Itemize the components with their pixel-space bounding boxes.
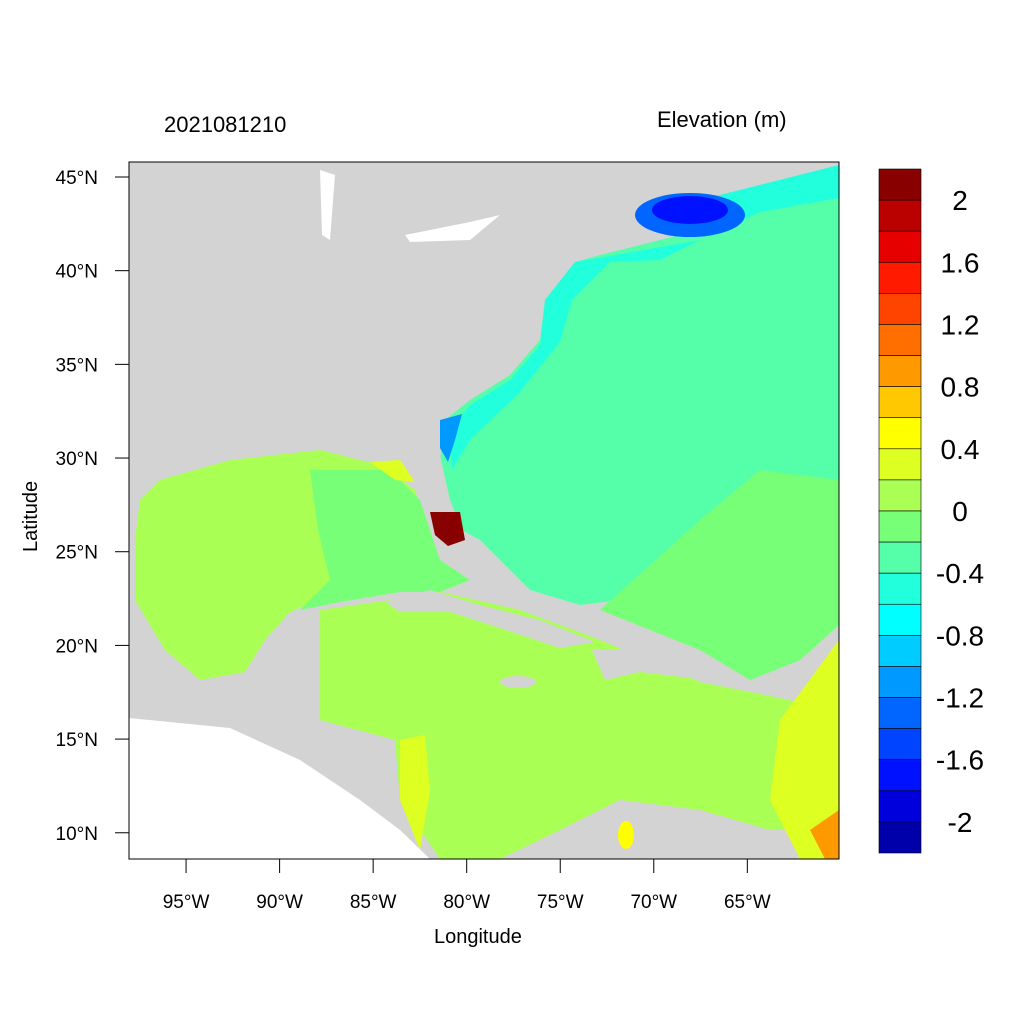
colorbar-swatch bbox=[878, 572, 922, 605]
colorbar-swatch bbox=[878, 790, 922, 823]
colorbar-label: -1.6 bbox=[936, 745, 984, 776]
colorbar-swatch bbox=[878, 168, 922, 201]
colorbar-label: 0.4 bbox=[941, 434, 980, 465]
colorbar-swatch bbox=[878, 479, 922, 512]
colorbar-label: -2 bbox=[948, 807, 973, 838]
colorbar-swatch bbox=[878, 293, 922, 325]
big-bend-high bbox=[370, 460, 415, 482]
colorbar-label: 0.8 bbox=[941, 372, 980, 403]
x-tick-label: 65°W bbox=[724, 892, 771, 913]
x-tick-label: 85°W bbox=[350, 892, 397, 913]
map-field bbox=[129, 162, 839, 859]
y-tick-label: 15°N bbox=[56, 730, 98, 751]
colorbar-label: 0 bbox=[952, 496, 968, 527]
y-tick-label: 45°N bbox=[56, 168, 98, 189]
colorbar-label: 1.6 bbox=[941, 247, 980, 278]
colorbar-label: 2 bbox=[952, 185, 968, 216]
colorbar-label: -0.8 bbox=[936, 620, 984, 651]
colorbar-swatch bbox=[878, 666, 922, 698]
colorbar-swatch bbox=[878, 448, 922, 481]
colorbar-swatch bbox=[878, 417, 922, 450]
x-tick-label: 95°W bbox=[163, 892, 210, 913]
y-tick-label: 25°N bbox=[56, 543, 98, 564]
venezuela-coast-high bbox=[770, 640, 839, 859]
x-tick-label: 75°W bbox=[537, 892, 584, 913]
y-tick-label: 30°N bbox=[56, 449, 98, 470]
colorbar-swatch bbox=[878, 697, 922, 729]
great-lakes bbox=[405, 215, 500, 242]
eastern-gulf bbox=[300, 470, 470, 610]
plot-title: 2021081210 bbox=[164, 112, 287, 137]
y-tick-label: 40°N bbox=[56, 262, 98, 283]
x-axis: 95°W 90°W 85°W 80°W 75°W 70°W 65°W bbox=[163, 859, 771, 913]
y-tick-label: 35°N bbox=[56, 355, 98, 376]
y-tick-label: 20°N bbox=[56, 636, 98, 657]
jamaica bbox=[500, 676, 536, 688]
colorbar-swatch bbox=[878, 230, 922, 263]
colorbar-swatch bbox=[878, 324, 922, 356]
colorbar-swatch bbox=[878, 541, 922, 574]
colorbar-swatch bbox=[878, 510, 922, 543]
x-tick-label: 90°W bbox=[256, 892, 303, 913]
nearshore-region bbox=[450, 240, 700, 470]
colorbar-swatch bbox=[878, 355, 922, 387]
south-florida-high bbox=[430, 512, 465, 546]
colorbar-swatch bbox=[878, 386, 922, 419]
colorbar-label: 1.2 bbox=[941, 309, 980, 340]
pacific-outside-domain bbox=[129, 718, 430, 859]
colorbar-swatch bbox=[878, 821, 922, 854]
colorbar-swatch bbox=[878, 635, 922, 667]
atlantic-east-region bbox=[600, 470, 839, 680]
x-tick-label: 70°W bbox=[630, 892, 677, 913]
cuba bbox=[385, 590, 595, 648]
y-axis-label: Latitude bbox=[20, 480, 42, 552]
south-america bbox=[540, 800, 800, 859]
plot-frame bbox=[128, 161, 840, 860]
gulf-of-maine-low bbox=[652, 196, 728, 224]
hispaniola bbox=[592, 648, 700, 680]
maracaibo-high bbox=[618, 821, 634, 849]
colorbar-title: Elevation (m) bbox=[657, 107, 787, 132]
colorbar-swatch bbox=[878, 199, 922, 232]
y-axis: 45°N 40°N 35°N 30°N 25°N 20°N 15°N 10°N bbox=[56, 168, 129, 845]
honduras-coast-high bbox=[400, 735, 430, 850]
colorbar-swatch bbox=[878, 728, 922, 761]
colorbar-swatch bbox=[878, 759, 922, 792]
x-tick-label: 80°W bbox=[443, 892, 490, 913]
colorbar-swatch bbox=[878, 603, 922, 636]
colorbar-label: -1.2 bbox=[936, 683, 984, 714]
y-tick-label: 10°N bbox=[56, 824, 98, 845]
georgia-shelf-low bbox=[440, 414, 462, 462]
trinidad-high bbox=[810, 810, 839, 859]
x-axis-label: Longitude bbox=[434, 926, 522, 948]
colorbar-label: -0.4 bbox=[936, 558, 984, 589]
colorbar: 2 1.6 1.2 0.8 0.4 0 -0.4 -0.8 -1.2 -1.6 -2 bbox=[878, 168, 984, 854]
great-lakes bbox=[320, 170, 335, 240]
colorbar-swatch bbox=[878, 261, 922, 294]
caribbean-sea bbox=[320, 592, 820, 859]
